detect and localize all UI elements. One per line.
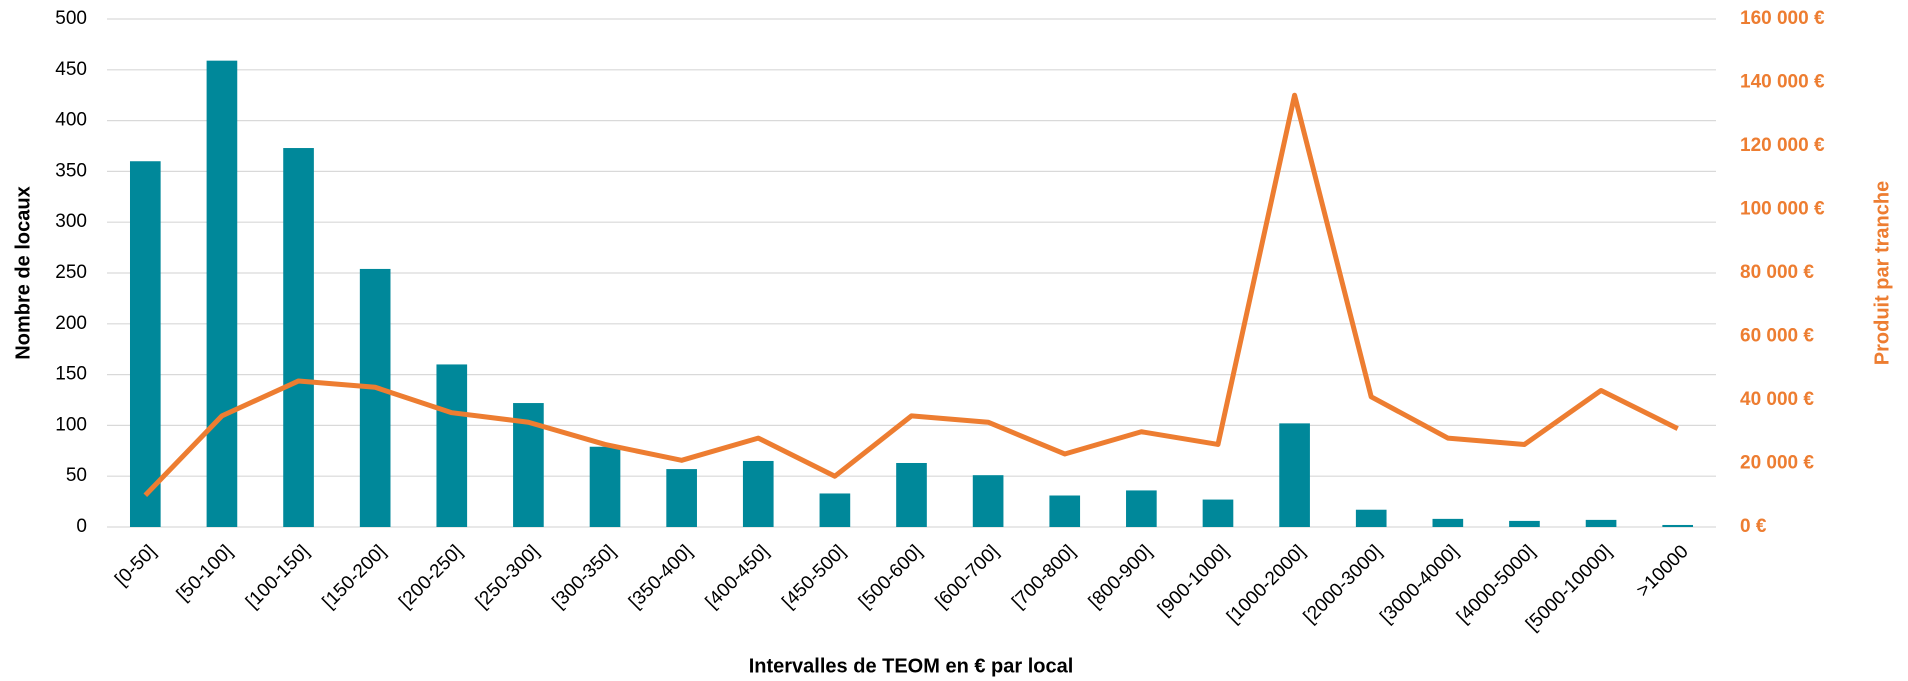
y2-tick-label: 140 000 €	[1740, 72, 1825, 93]
y-axis-title: Nombre de locaux	[12, 186, 34, 359]
x-tick-label: [800-900]	[1085, 541, 1157, 613]
y-tick-label: 300	[55, 211, 87, 232]
y2-tick-label: 80 000 €	[1740, 262, 1814, 283]
y-tick-label: 350	[55, 160, 87, 181]
x-tick-label: [900-1000]	[1154, 541, 1233, 620]
y-tick-label: 500	[55, 8, 87, 29]
bar	[1202, 499, 1234, 527]
x-tick-label: [150-200]	[319, 541, 391, 613]
x-tick-label: [600-700]	[932, 541, 1004, 613]
y-tick-label: 0	[76, 516, 87, 537]
y-tick-label: 400	[55, 110, 87, 131]
bar	[1279, 423, 1310, 527]
line	[143, 92, 1679, 497]
bar	[666, 469, 697, 527]
x-tick-label: [700-800]	[1008, 541, 1080, 613]
x-tick-label: >10000	[1633, 541, 1693, 601]
bar	[896, 462, 927, 527]
y-tick-label: 150	[55, 364, 87, 385]
bar	[742, 460, 774, 527]
y2-tick-label: 40 000 €	[1740, 389, 1814, 410]
bar	[129, 161, 161, 528]
x-tick-label: [0-50]	[111, 541, 160, 590]
x-tick-label: [200-250]	[395, 541, 467, 613]
y-tick-label: 250	[55, 262, 87, 283]
y2-tick-label: 120 000 €	[1740, 135, 1825, 156]
bar	[359, 268, 391, 527]
y2-axis-title: Produit par tranche	[1871, 181, 1893, 365]
x-tick-label: [500-600]	[855, 541, 927, 613]
y2-tick-label: 100 000 €	[1740, 199, 1825, 220]
bar	[1585, 519, 1617, 527]
bar	[1509, 520, 1540, 527]
x-tick-label: [3000-4000]	[1376, 541, 1463, 628]
bar	[1662, 524, 1694, 527]
x-tick-label: [450-500]	[778, 541, 850, 613]
bar	[1432, 518, 1464, 527]
bar	[1049, 495, 1081, 527]
bar	[972, 475, 1004, 527]
bar	[1126, 490, 1157, 527]
bar	[436, 364, 468, 527]
x-tick-label: [300-350]	[548, 541, 620, 613]
y-tick-label: 200	[55, 313, 87, 334]
x-tick-label: [1000-2000]	[1223, 541, 1310, 628]
y-tick-label: 450	[55, 59, 87, 80]
x-tick-label: [400-450]	[702, 541, 774, 613]
x-tick-label: [250-300]	[472, 541, 544, 613]
bar	[206, 60, 238, 527]
y2-tick-label: 160 000 €	[1740, 8, 1825, 29]
y2-tick-label: 60 000 €	[1740, 326, 1814, 347]
x-tick-label: [100-150]	[242, 541, 314, 613]
bar	[1355, 509, 1387, 527]
bar	[283, 148, 314, 528]
x-axis-title: Intervalles de TEOM en € par local	[749, 655, 1074, 677]
x-tick-label: [350-400]	[625, 541, 697, 613]
bar	[819, 493, 851, 527]
y2-tick-label: 0 €	[1740, 516, 1767, 537]
y2-tick-label: 20 000 €	[1740, 453, 1814, 474]
y-tick-label: 100	[55, 414, 87, 435]
bar	[589, 446, 621, 527]
x-tick-label: [2000-3000]	[1300, 541, 1387, 628]
x-tick-label: [50-100]	[173, 541, 237, 605]
y-tick-label: 50	[66, 465, 87, 486]
